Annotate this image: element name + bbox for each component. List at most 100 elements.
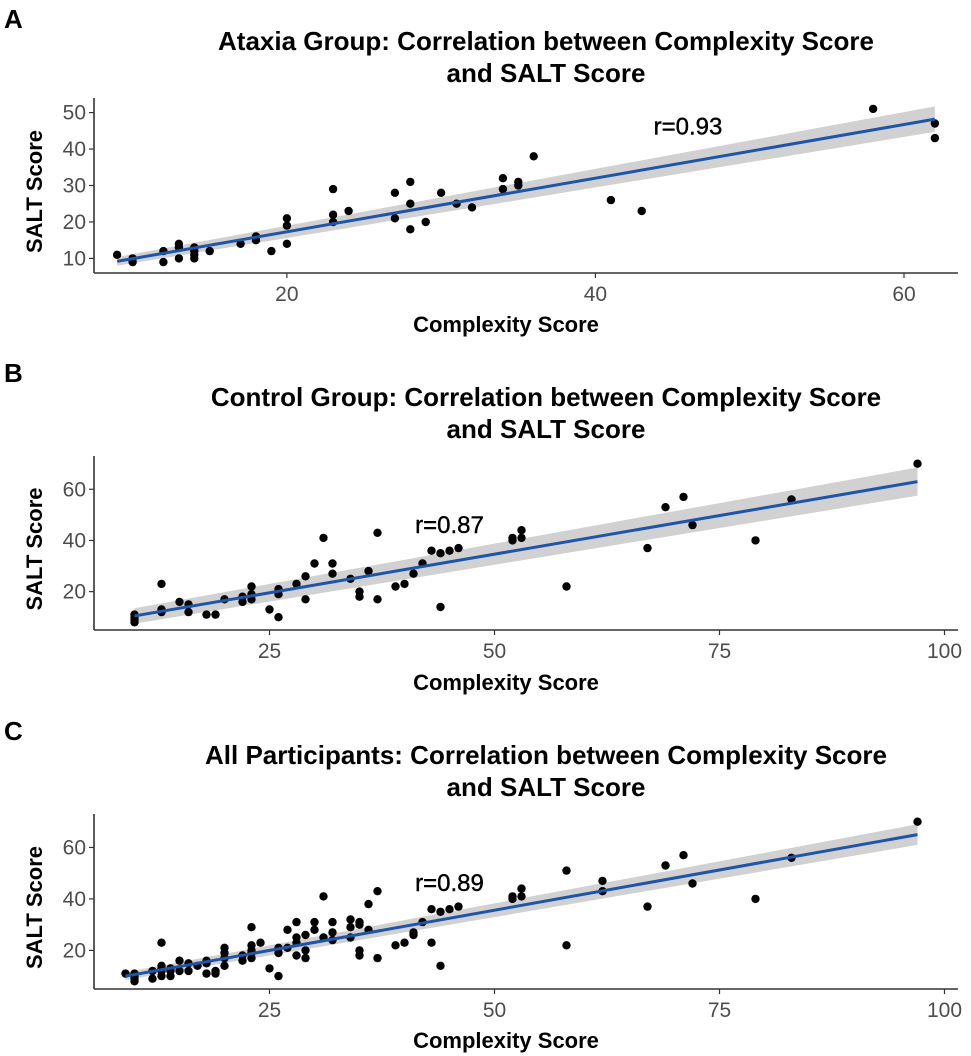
y-tick-label: 60: [63, 836, 86, 859]
x-tick-label: 40: [584, 283, 607, 306]
data-point: [346, 923, 355, 932]
data-point: [427, 546, 436, 555]
panel-letter: B: [4, 358, 23, 388]
data-point: [148, 974, 157, 983]
regression-line: [134, 480, 918, 618]
data-point: [282, 239, 292, 248]
data-point: [238, 956, 247, 965]
x-tick-label: 50: [483, 640, 506, 663]
data-point: [390, 214, 400, 223]
data-point: [751, 894, 760, 904]
chart-title-line-1: Ataxia Group: Correlation between Comple…: [218, 26, 874, 56]
data-point: [157, 938, 166, 947]
data-point: [328, 184, 338, 194]
data-point: [346, 915, 355, 924]
data-point: [184, 607, 193, 617]
y-tick-label: 40: [63, 888, 86, 911]
y-axis-title: SALT Score: [22, 130, 47, 253]
y-tick-label: 20: [63, 211, 86, 234]
data-point: [913, 817, 922, 826]
data-point: [400, 938, 409, 947]
data-point: [130, 618, 139, 627]
data-point: [508, 894, 517, 904]
data-point: [175, 597, 184, 607]
data-point: [409, 569, 418, 578]
regression-line: [116, 117, 936, 263]
x-tick-label: 20: [275, 283, 298, 306]
data-point: [190, 254, 199, 263]
data-point: [328, 928, 337, 937]
data-point: [679, 492, 688, 502]
data-point: [373, 595, 382, 604]
data-point: [517, 533, 526, 543]
data-point: [202, 969, 211, 978]
data-point: [202, 610, 211, 619]
data-point: [205, 246, 214, 256]
correlation-annotation: r=0.93: [654, 113, 723, 140]
x-axis-title: Complexity Score: [413, 312, 599, 337]
data-point: [400, 579, 409, 589]
data-point: [355, 951, 364, 960]
x-axis-title: Complexity Score: [413, 670, 599, 695]
data-point: [598, 876, 607, 886]
data-point: [373, 528, 382, 537]
data-point: [445, 546, 454, 555]
data-point: [454, 543, 463, 553]
data-point: [184, 966, 193, 976]
data-point: [467, 203, 477, 212]
data-point: [292, 951, 301, 960]
data-point: [175, 966, 184, 976]
data-point: [391, 941, 400, 950]
data-point: [514, 181, 523, 190]
data-point: [436, 907, 445, 916]
data-point: [274, 613, 283, 622]
data-point: [319, 892, 328, 901]
y-tick-label: 50: [63, 102, 86, 125]
x-tick-label: 25: [258, 999, 281, 1022]
data-point: [112, 250, 122, 259]
y-tick-label: 30: [63, 175, 86, 198]
data-point: [517, 526, 526, 535]
data-point: [292, 917, 301, 927]
data-point: [247, 923, 256, 932]
data-point: [930, 119, 940, 128]
data-point: [661, 861, 670, 870]
y-tick-label: 40: [63, 138, 86, 161]
data-point: [406, 177, 415, 187]
data-point: [267, 246, 276, 256]
data-point: [328, 917, 337, 927]
x-tick-label: 75: [708, 999, 731, 1022]
data-point: [498, 184, 508, 194]
data-point: [406, 199, 415, 208]
data-point: [436, 961, 445, 970]
chart-title-line-1: All Participants: Correlation between Co…: [205, 740, 887, 770]
data-point: [265, 605, 274, 614]
data-point: [256, 938, 265, 947]
data-point: [310, 559, 319, 568]
data-point: [454, 902, 463, 911]
x-axis-title: Complexity Score: [413, 1028, 599, 1053]
confidence-band: [134, 467, 918, 624]
data-point: [436, 602, 445, 612]
correlation-annotation: r=0.89: [415, 870, 484, 897]
panel-letter: A: [4, 4, 23, 34]
chart-title-line-2: and SALT Score: [447, 414, 646, 444]
data-point: [355, 920, 364, 929]
data-point: [529, 152, 538, 161]
data-point: [751, 536, 760, 545]
data-point: [445, 905, 454, 914]
data-point: [364, 566, 373, 576]
data-point: [174, 254, 184, 263]
data-point: [175, 956, 184, 965]
data-point: [868, 104, 878, 114]
y-tick-label: 10: [63, 247, 86, 270]
chart-title-line-1: Control Group: Correlation between Compl…: [211, 382, 881, 412]
data-point: [238, 597, 247, 607]
data-point: [344, 206, 353, 216]
data-point: [688, 520, 697, 530]
y-axis-title: SALT Score: [22, 487, 47, 610]
regression-line: [125, 833, 918, 978]
data-point: [643, 543, 652, 553]
y-tick-label: 20: [63, 939, 86, 962]
data-point: [355, 592, 364, 601]
